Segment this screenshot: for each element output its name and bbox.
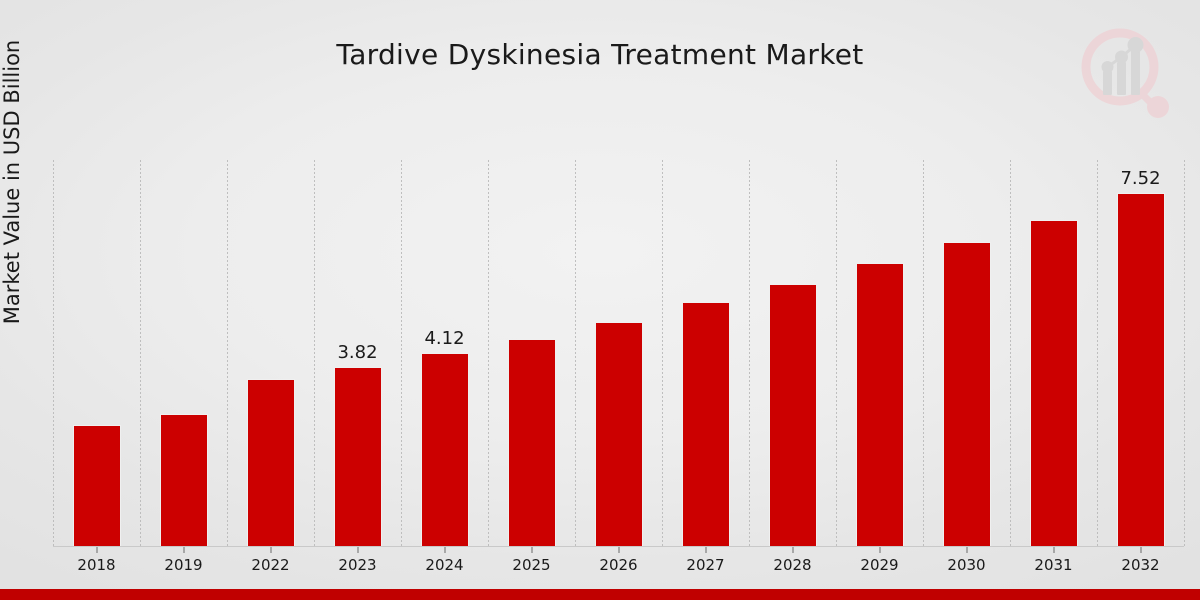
x-axis-tick-label: 2019 (140, 547, 227, 575)
x-axis-tick-label: 2029 (836, 547, 923, 575)
plot-area: 3.82 4.12 7.52 (53, 160, 1185, 546)
bar[interactable] (507, 339, 556, 546)
bar-slot (923, 160, 1010, 546)
x-axis-tick-label: 2028 (749, 547, 836, 575)
bar-slot (1010, 160, 1097, 546)
bar-slot: 4.12 (401, 160, 488, 546)
bar[interactable] (159, 413, 208, 546)
bar[interactable] (72, 425, 121, 546)
y-axis-label: Market Value in USD Billion (0, 39, 24, 325)
bar-slot (749, 160, 836, 546)
gridline (1184, 160, 1185, 546)
bar-slot (575, 160, 662, 546)
bar[interactable]: 4.12 (420, 328, 469, 546)
bar-slot (53, 160, 140, 546)
bar[interactable] (594, 321, 643, 546)
x-axis-tick-label: 2030 (923, 547, 1010, 575)
bar-value-label: 7.52 (1120, 168, 1161, 190)
magnifying-glass-bar-chart-watermark-icon (1070, 22, 1178, 126)
x-axis-tick-label: 2023 (314, 547, 401, 575)
bar-slot (227, 160, 314, 546)
bar[interactable] (1029, 220, 1078, 546)
bar[interactable] (768, 283, 817, 546)
bar-slot (662, 160, 749, 546)
bar-series: 3.82 4.12 7.52 (53, 160, 1184, 546)
x-axis-tick-label: 2018 (53, 547, 140, 575)
bar-value-label: 4.12 (424, 327, 465, 349)
x-axis-tick-label: 2026 (575, 547, 662, 575)
x-axis-tick-label: 2031 (1010, 547, 1097, 575)
bar-slot (488, 160, 575, 546)
bar[interactable] (246, 379, 295, 546)
bar[interactable]: 7.52 (1116, 168, 1165, 546)
bar-slot: 3.82 (314, 160, 401, 546)
bar[interactable]: 3.82 (333, 342, 382, 546)
x-axis-tick-label: 2024 (401, 547, 488, 575)
bar[interactable] (855, 263, 904, 546)
bar-slot (140, 160, 227, 546)
bar[interactable] (942, 242, 991, 546)
footer-bar (0, 589, 1200, 600)
chart-title: Tardive Dyskinesia Treatment Market (336, 38, 864, 71)
x-axis-tick-label: 2025 (488, 547, 575, 575)
x-axis-tick-label: 2022 (227, 547, 314, 575)
bar[interactable] (681, 302, 730, 546)
bar-slot: 7.52 (1097, 160, 1184, 546)
x-axis-tick-label: 2027 (662, 547, 749, 575)
bar-value-label: 3.82 (337, 341, 378, 363)
bar-slot (836, 160, 923, 546)
x-axis-ticks: 2018 2019 2022 2023 2024 2025 2026 2027 2028 2029… (53, 547, 1184, 575)
x-axis-tick-label: 2032 (1097, 547, 1184, 575)
